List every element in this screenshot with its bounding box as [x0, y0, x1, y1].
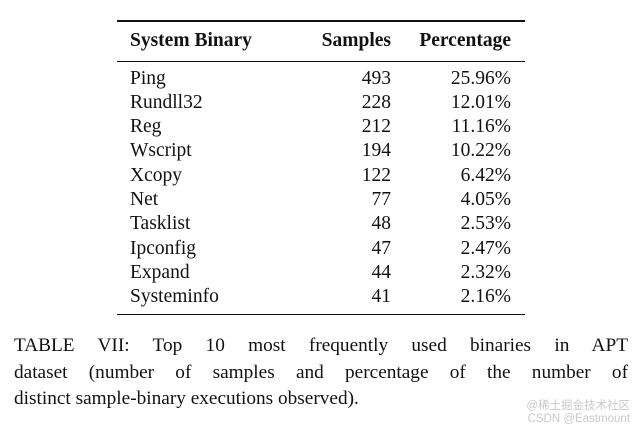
- cell-binary: Ping: [130, 67, 166, 89]
- table-row: Ping 493 25.96%: [117, 67, 525, 91]
- table-row: Net 77 4.05%: [117, 188, 525, 212]
- caption-line: dataset (number of samples and percentag…: [14, 361, 628, 383]
- cell-samples: 77: [371, 189, 392, 211]
- binaries-table: System Binary Samples Percentage: [117, 22, 525, 61]
- cell-samples: 194: [361, 140, 391, 162]
- cell-binary: Rundll32: [130, 91, 203, 113]
- table-caption: TABLE VII: Top 10 most frequently used b…: [14, 333, 628, 413]
- table-row: Rundll32 228 12.01%: [117, 91, 525, 115]
- cell-percentage: 2.16%: [460, 286, 511, 308]
- header-system-binary: System Binary: [130, 30, 252, 52]
- cell-samples: 44: [371, 261, 392, 283]
- cell-percentage: 10.22%: [450, 140, 511, 162]
- cell-binary: Net: [130, 189, 159, 211]
- cell-samples: 41: [371, 286, 392, 308]
- watermark: @稀土掘金技术社区 CSDN @Eastmount: [526, 400, 630, 426]
- cell-percentage: 12.01%: [450, 91, 511, 113]
- cell-samples: 212: [361, 116, 391, 138]
- header-samples: Samples: [321, 30, 391, 52]
- cell-samples: 47: [371, 237, 392, 259]
- cell-binary: Tasklist: [130, 213, 191, 235]
- cell-binary: Wscript: [130, 140, 192, 162]
- header-percentage: Percentage: [419, 30, 511, 52]
- table-row: Tasklist 48 2.53%: [117, 212, 525, 236]
- cell-binary: Systeminfo: [130, 286, 219, 308]
- cell-percentage: 25.96%: [450, 67, 511, 89]
- table-header-row: System Binary Samples Percentage: [117, 22, 525, 61]
- caption-line: TABLE VII: Top 10 most frequently used b…: [14, 335, 628, 356]
- cell-percentage: 6.42%: [460, 164, 511, 186]
- caption-line: distinct sample-binary executions observ…: [14, 388, 359, 409]
- cell-percentage: 4.05%: [460, 189, 511, 211]
- table-row: Reg 212 11.16%: [117, 115, 525, 139]
- cell-percentage: 2.47%: [460, 237, 511, 259]
- cell-binary: Xcopy: [130, 164, 182, 186]
- cell-binary: Ipconfig: [130, 237, 197, 259]
- cell-percentage: 2.32%: [460, 261, 511, 283]
- cell-binary: Reg: [130, 116, 162, 138]
- cell-percentage: 11.16%: [451, 116, 511, 138]
- binaries-table-container: System Binary Samples Percentage Ping 493…: [117, 20, 525, 316]
- cell-samples: 48: [371, 213, 392, 235]
- table-top-rule: [117, 20, 525, 22]
- table-header-rule: [117, 60, 525, 62]
- table-row: Ipconfig 47 2.47%: [117, 237, 525, 261]
- cell-samples: 122: [361, 164, 391, 186]
- table-row: Systeminfo 41 2.16%: [117, 285, 525, 309]
- binaries-table-body: Ping 493 25.96% Rundll32 228 12.01% Reg 212 11.1…: [117, 62, 525, 314]
- table-row: Xcopy 122 6.42%: [117, 164, 525, 188]
- watermark-line: @稀土掘金技术社区: [526, 400, 630, 412]
- watermark-line: CSDN @Eastmount: [527, 413, 630, 425]
- cell-percentage: 2.53%: [460, 213, 511, 235]
- table-row: Expand 44 2.32%: [117, 261, 525, 285]
- cell-samples: 493: [361, 67, 391, 89]
- table-bottom-rule: [117, 313, 525, 316]
- cell-samples: 228: [361, 91, 391, 113]
- table-row: Wscript 194 10.22%: [117, 139, 525, 163]
- cell-binary: Expand: [130, 261, 190, 283]
